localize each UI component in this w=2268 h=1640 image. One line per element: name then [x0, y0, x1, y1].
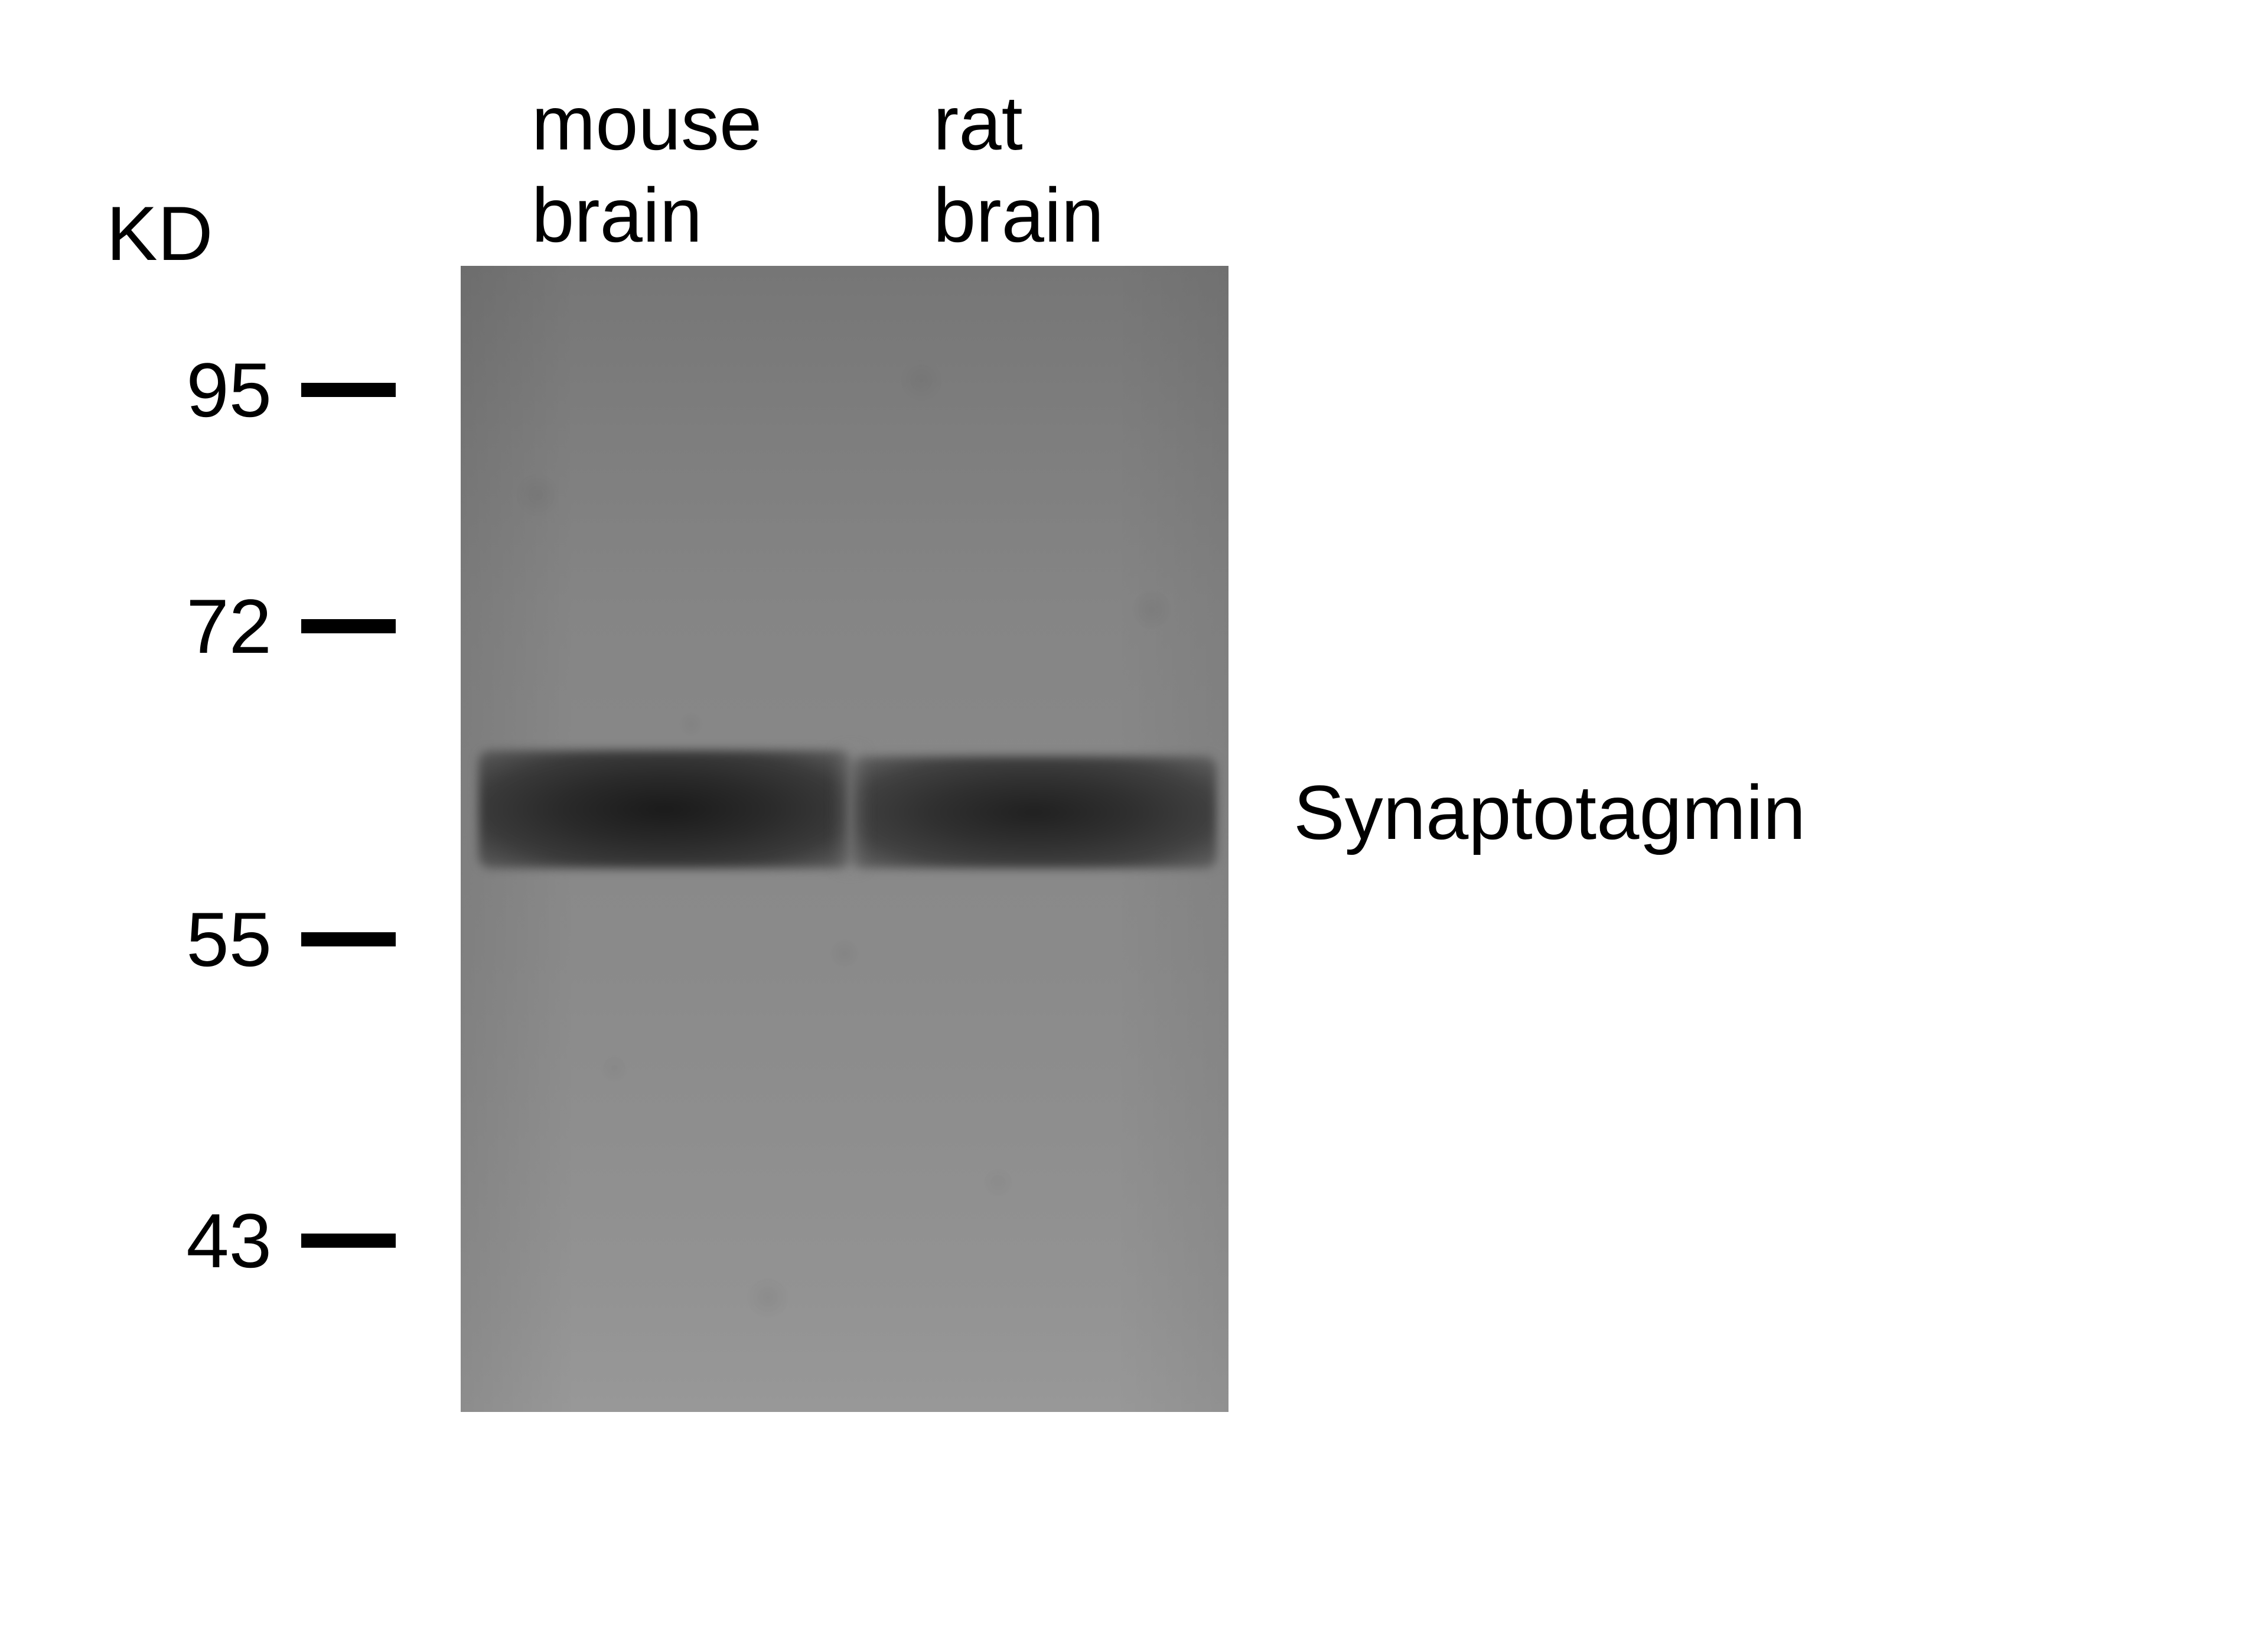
marker-43-tick [301, 1234, 396, 1248]
lane-label-rat: rat brain [933, 77, 1104, 261]
marker-43-label: 43 [106, 1196, 272, 1285]
marker-95-tick [301, 383, 396, 397]
blot-membrane [461, 266, 1228, 1412]
marker-72-label: 72 [106, 582, 272, 671]
band-gap [839, 750, 862, 868]
lane-label-rat-line2: brain [933, 172, 1104, 258]
lane-label-rat-line1: rat [933, 80, 1023, 166]
marker-72-tick [301, 619, 396, 633]
marker-55-tick [301, 932, 396, 946]
band-mouse [478, 750, 850, 868]
band-rat [850, 756, 1217, 868]
lane-label-mouse-line1: mouse [532, 80, 762, 166]
kd-header-label: KD [106, 189, 213, 278]
lane-label-mouse-line2: brain [532, 172, 702, 258]
lane-label-mouse: mouse brain [532, 77, 762, 261]
western-blot-figure: KD 95 72 55 43 mouse brain rat brain Syn… [0, 0, 2268, 1640]
protein-name-label: Synaptotagmin [1293, 768, 1806, 857]
marker-55-label: 55 [106, 895, 272, 984]
marker-95-label: 95 [106, 346, 272, 434]
